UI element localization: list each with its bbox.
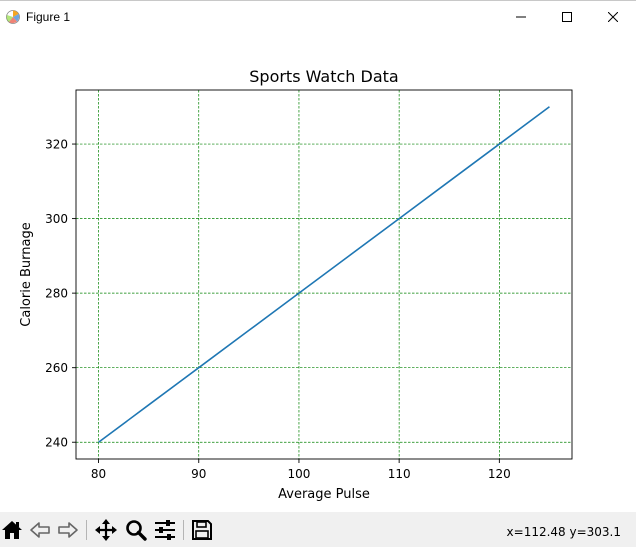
save-button[interactable] — [190, 519, 214, 541]
navigation-toolbar: x=112.48 y=303.1 — [0, 512, 636, 547]
maximize-button[interactable] — [544, 1, 590, 32]
maximize-icon — [562, 11, 572, 22]
toolbar-separator — [86, 520, 87, 540]
line-chart[interactable]: 80 90 100 110 120 240 260 280 300 320 Sports Wat… — [0, 32, 636, 512]
title-bar[interactable]: Figure 1 — [0, 0, 636, 32]
x-tick-label: 100 — [287, 467, 310, 481]
y-axis-ticks: 240 260 280 300 320 — [45, 138, 76, 450]
grid — [76, 90, 572, 459]
forward-arrow-icon — [58, 522, 78, 538]
x-tick-label: 90 — [191, 467, 206, 481]
y-tick-label: 280 — [45, 287, 68, 301]
move-icon — [95, 519, 117, 541]
minimize-icon — [516, 16, 526, 17]
magnifier-icon — [126, 520, 147, 541]
toolbar-separator — [183, 520, 184, 540]
home-icon — [2, 521, 22, 539]
floppy-disk-icon — [192, 520, 212, 540]
x-axis-ticks: 80 90 100 110 120 — [91, 459, 511, 481]
y-tick-label: 260 — [45, 361, 68, 375]
y-tick-label: 320 — [45, 138, 68, 152]
home-button[interactable] — [0, 519, 24, 541]
sliders-icon — [155, 520, 175, 540]
x-tick-label: 120 — [488, 467, 511, 481]
pan-button[interactable] — [94, 519, 118, 541]
y-axis-label: Calorie Burnage — [19, 222, 34, 326]
close-icon — [608, 11, 618, 22]
y-tick-label: 240 — [45, 436, 68, 450]
plot-canvas[interactable]: 80 90 100 110 120 240 260 280 300 320 Sports Wat… — [0, 32, 636, 512]
close-button[interactable] — [590, 1, 636, 32]
configure-subplots-button[interactable] — [153, 519, 177, 541]
cursor-coordinates: x=112.48 y=303.1 — [506, 525, 621, 539]
forward-button[interactable] — [56, 519, 80, 541]
back-arrow-icon — [30, 522, 50, 538]
minimize-button[interactable] — [498, 1, 544, 32]
series-line — [98, 106, 550, 443]
back-button[interactable] — [28, 519, 52, 541]
zoom-button[interactable] — [124, 519, 148, 541]
x-tick-label: 80 — [91, 467, 106, 481]
window-title: Figure 1 — [26, 10, 71, 24]
matplotlib-icon — [5, 9, 21, 25]
x-axis-label: Average Pulse — [278, 487, 370, 502]
axes-frame — [75, 89, 573, 460]
chart-title: Sports Watch Data — [249, 67, 398, 86]
y-tick-label: 300 — [45, 212, 68, 226]
x-tick-label: 110 — [388, 467, 411, 481]
